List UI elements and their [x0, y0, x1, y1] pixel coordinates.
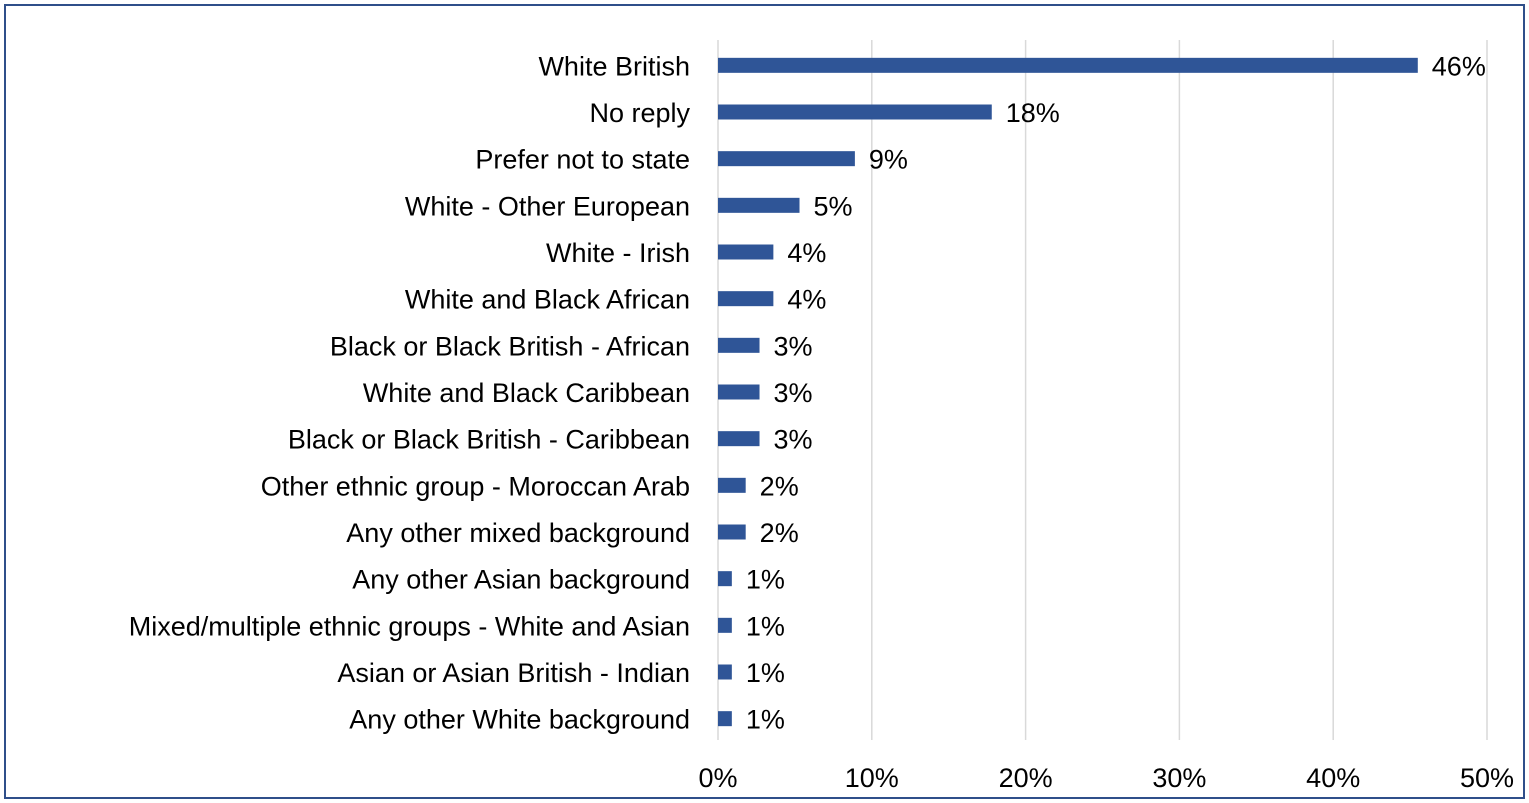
x-axis-tick-labels: 0% 10% 20% 30% 40% 50%	[698, 763, 1514, 793]
category-label: Other ethnic group - Moroccan Arab	[261, 471, 690, 501]
x-tick-label: 40%	[1306, 763, 1360, 793]
bar	[718, 337, 760, 353]
category-label: Mixed/multiple ethnic groups - White and…	[129, 611, 690, 641]
x-tick-label: 0%	[698, 763, 737, 793]
value-label: 3%	[774, 378, 813, 408]
value-label: 9%	[869, 145, 908, 175]
value-label: 2%	[760, 518, 799, 548]
value-label: 1%	[746, 705, 785, 735]
bar	[718, 197, 800, 213]
category-label: Black or Black British - Caribbean	[288, 425, 690, 455]
category-label: Any other Asian background	[352, 565, 690, 595]
category-label: White - Irish	[546, 238, 690, 268]
value-label: 2%	[760, 471, 799, 501]
bar	[718, 711, 732, 727]
category-labels: White British No reply Prefer not to state…	[129, 51, 691, 734]
x-tick-label: 10%	[845, 763, 899, 793]
value-label: 46%	[1432, 51, 1486, 81]
bar	[718, 431, 760, 447]
chart-frame	[4, 4, 1525, 799]
bar	[718, 291, 774, 307]
category-label: Any other mixed background	[346, 518, 690, 548]
value-label: 3%	[774, 331, 813, 361]
category-label: White and Black Caribbean	[363, 378, 690, 408]
value-label: 1%	[746, 658, 785, 688]
bar	[718, 664, 732, 680]
category-label: No reply	[589, 98, 690, 128]
value-label: 3%	[774, 425, 813, 455]
value-label: 4%	[787, 285, 826, 315]
category-label: White and Black African	[405, 285, 690, 315]
value-label: 5%	[814, 191, 853, 221]
category-label: Prefer not to state	[475, 145, 690, 175]
value-label: 1%	[746, 611, 785, 641]
bar	[718, 524, 746, 540]
gridlines	[717, 40, 1488, 740]
x-tick-label: 50%	[1460, 763, 1514, 793]
value-label: 18%	[1006, 98, 1060, 128]
bar	[718, 571, 732, 587]
category-label: Any other White background	[349, 705, 690, 735]
bars	[718, 57, 1418, 727]
category-label: White British	[538, 51, 690, 81]
category-label: White - Other European	[405, 191, 690, 221]
value-label: 1%	[746, 565, 785, 595]
bar	[718, 477, 746, 493]
value-labels: 46% 18% 9% 5% 4% 4% 3% 3% 3% 2% 2% 1% 1% 1% 1%	[746, 51, 1486, 734]
bar	[718, 617, 732, 633]
bar	[718, 384, 760, 400]
category-label: Asian or Asian British - Indian	[337, 658, 690, 688]
bar	[718, 244, 774, 260]
bar	[718, 104, 992, 120]
value-label: 4%	[787, 238, 826, 268]
bar	[718, 151, 855, 167]
x-tick-label: 20%	[999, 763, 1053, 793]
x-tick-label: 30%	[1152, 763, 1206, 793]
bar	[718, 57, 1418, 73]
category-label: Black or Black British - African	[330, 331, 690, 361]
